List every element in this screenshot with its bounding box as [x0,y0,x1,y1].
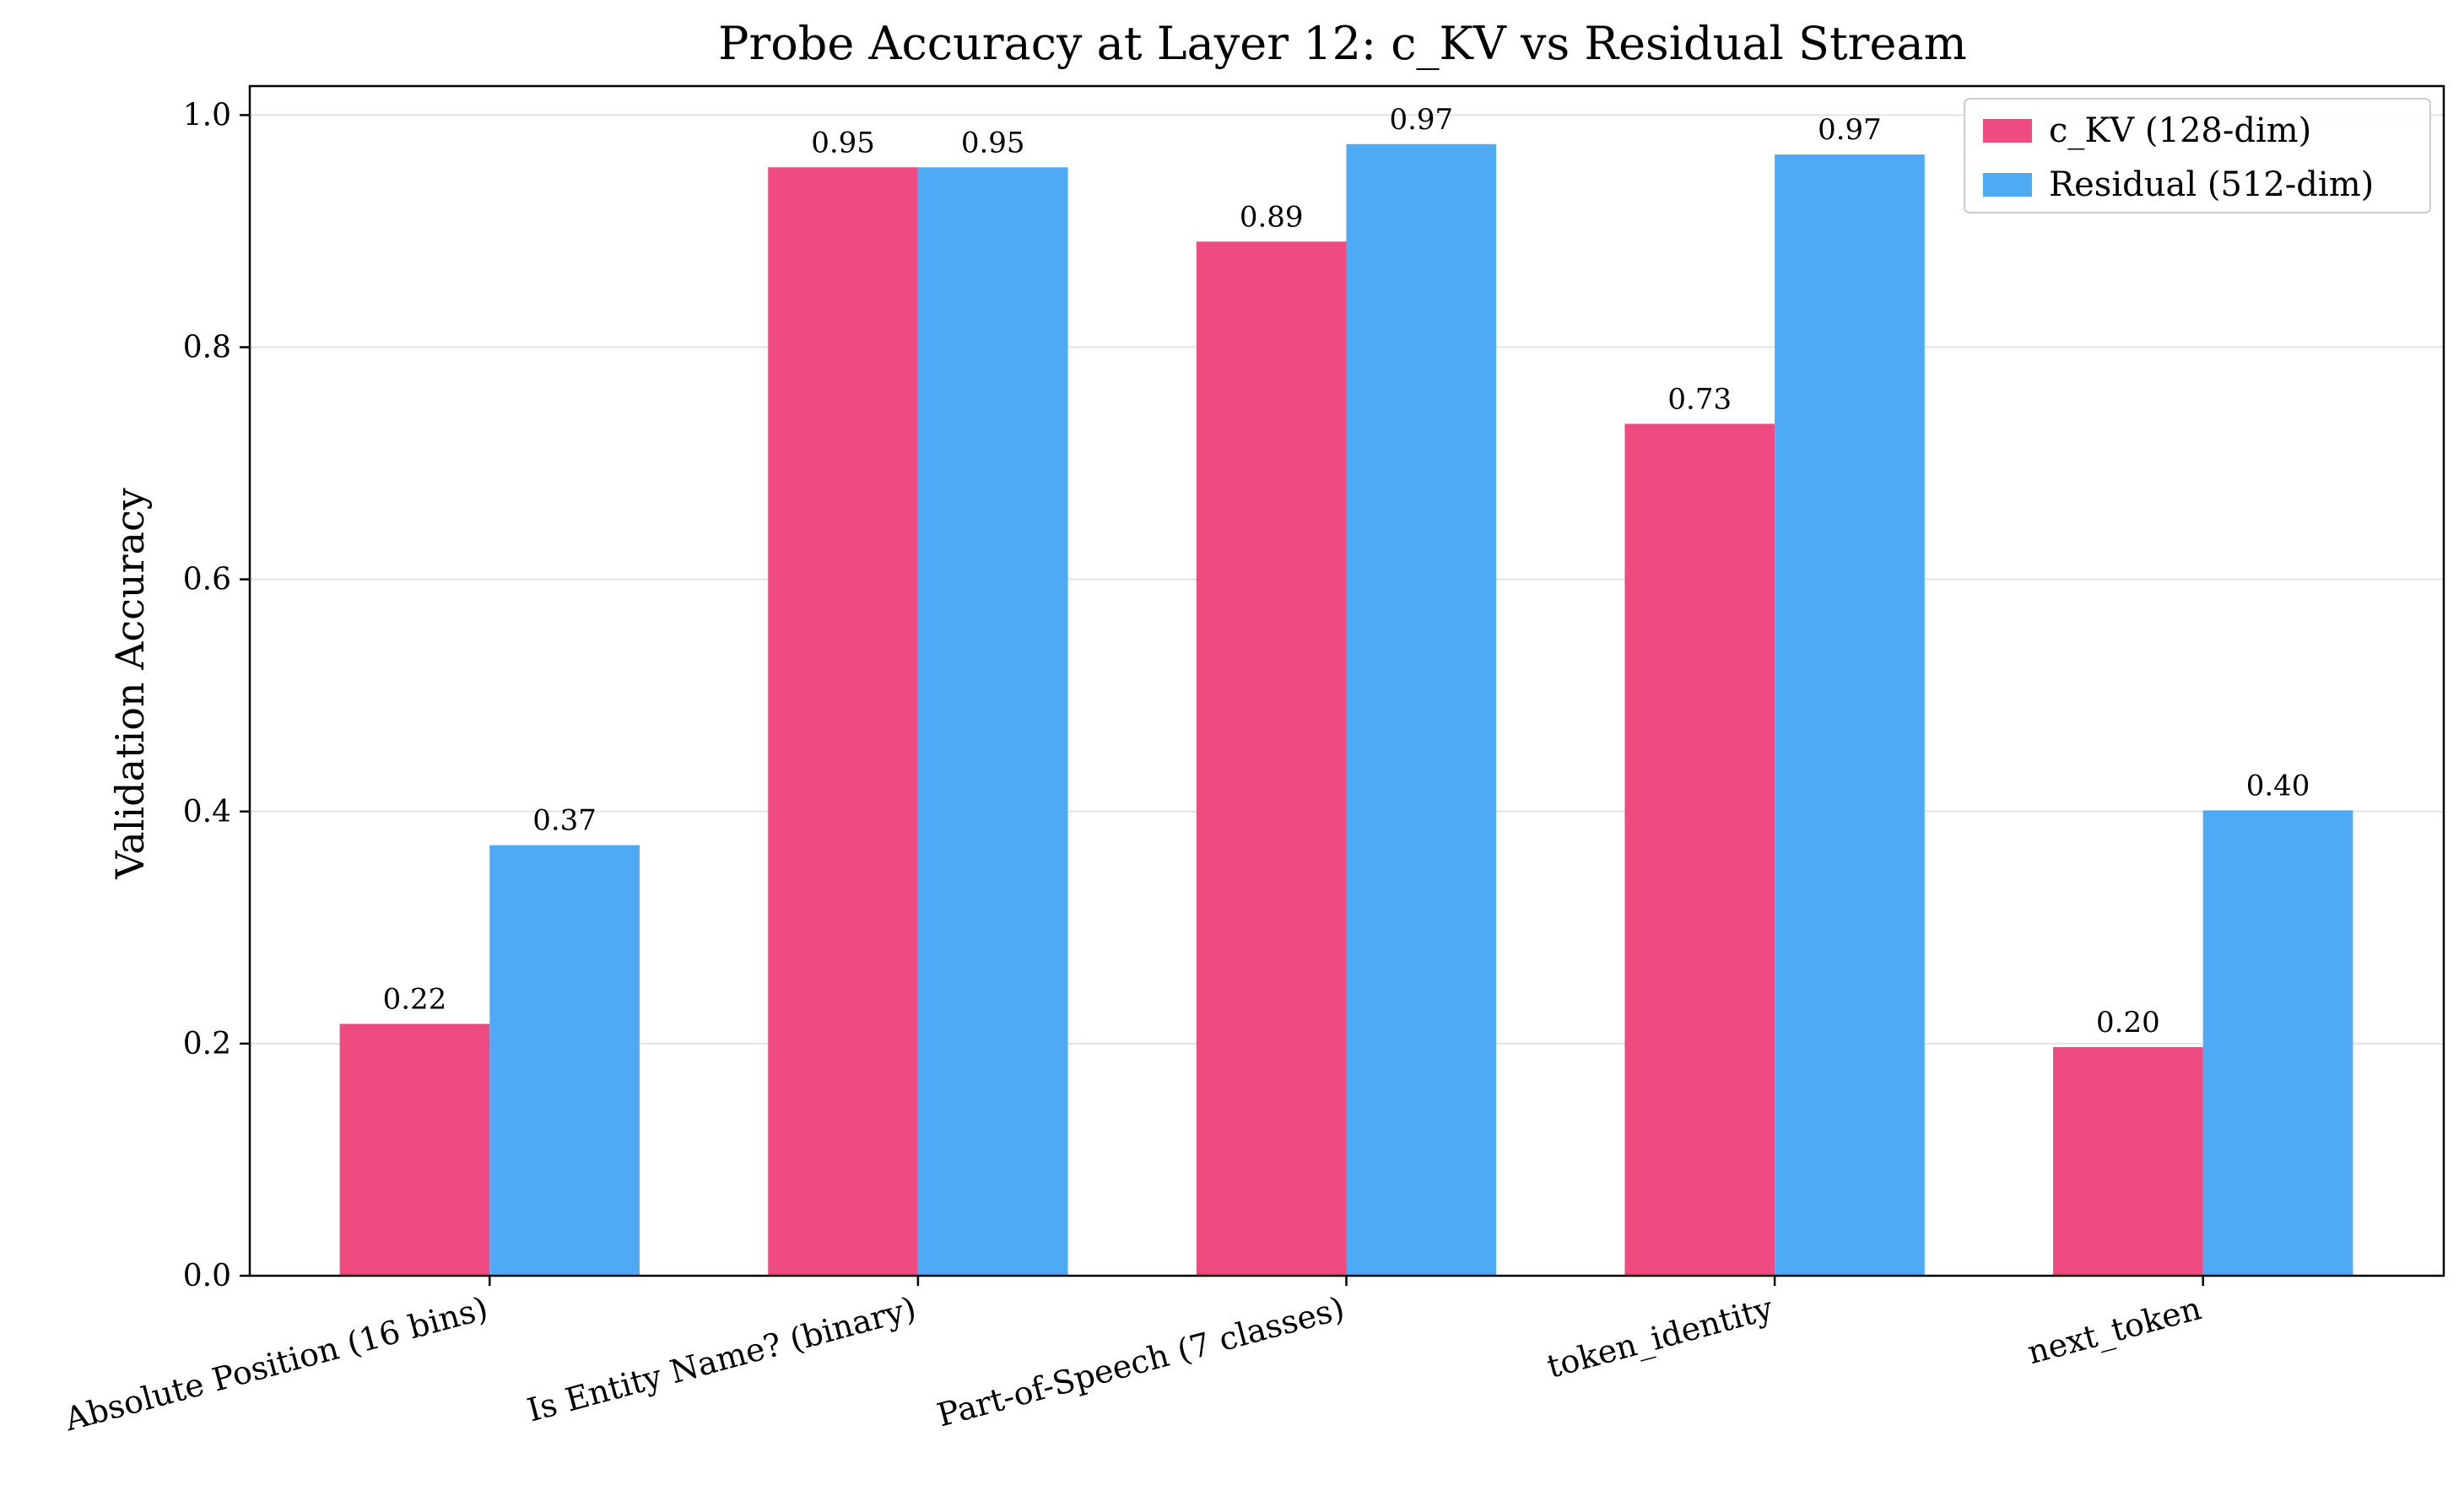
legend-entry: c_KV (128-dim) [2049,111,2311,150]
bar-residual [1346,143,1497,1276]
y-tick-label: 0.4 [183,795,231,829]
legend-swatch [1983,173,2032,197]
x-tick-label: token_identity [1543,1289,1778,1386]
bar-residual [1775,154,1925,1276]
bar-ckv [1624,424,1775,1276]
bar-ckv [1196,241,1347,1277]
bar-residual [917,167,1068,1276]
bar-value-label: 0.95 [811,126,875,159]
x-tick-label: next_token [2024,1289,2205,1372]
chart-title: Probe Accuracy at Layer 12: c_KV vs Resi… [718,17,1967,70]
bar-residual [489,845,640,1276]
bar-value-label: 0.37 [532,804,597,838]
bars [339,143,2353,1277]
bar-value-label: 0.95 [961,126,1025,159]
bar-value-label: 0.22 [383,982,447,1016]
x-tick-label: Absolute Position (16 bins) [60,1289,491,1438]
bar-residual [2202,810,2353,1276]
bar-value-label: 0.20 [2096,1006,2160,1040]
bar-value-label: 0.40 [2246,769,2310,802]
bar-value-label: 0.89 [1240,200,1304,234]
y-axis-ticks: 0.0 0.2 0.4 0.6 0.8 1.0 [183,98,250,1293]
bar-ckv [768,167,918,1276]
y-axis-label: Validation Accuracy [107,488,153,879]
legend: c_KV (128-dim) Residual (512-dim) [1964,98,2431,213]
x-axis-ticks: Absolute Position (16 bins) Is Entity Nam… [60,1276,2205,1439]
y-tick-label: 0.2 [183,1027,231,1061]
bar-value-label: 0.97 [1389,103,1453,137]
y-tick-label: 0.8 [183,331,231,365]
legend-entry: Residual (512-dim) [2049,165,2374,204]
bar-value-label: 0.97 [1818,113,1882,147]
x-tick-label: Part-of-Speech (7 classes) [933,1289,1348,1434]
bar-value-label: 0.73 [1667,382,1732,416]
value-labels: 0.22 0.37 0.95 0.95 0.89 0.97 0.73 0.97 0.20 0.40 [383,103,2310,1040]
x-tick-label: Is Entity Name? (binary) [523,1289,920,1428]
legend-swatch [1983,119,2032,143]
y-tick-label: 0.0 [183,1259,231,1293]
y-tick-label: 1.0 [183,98,231,132]
bar-ckv [2053,1047,2203,1276]
legend-box [1964,98,2431,213]
bar-ckv [339,1023,490,1276]
y-tick-label: 0.6 [183,563,231,597]
